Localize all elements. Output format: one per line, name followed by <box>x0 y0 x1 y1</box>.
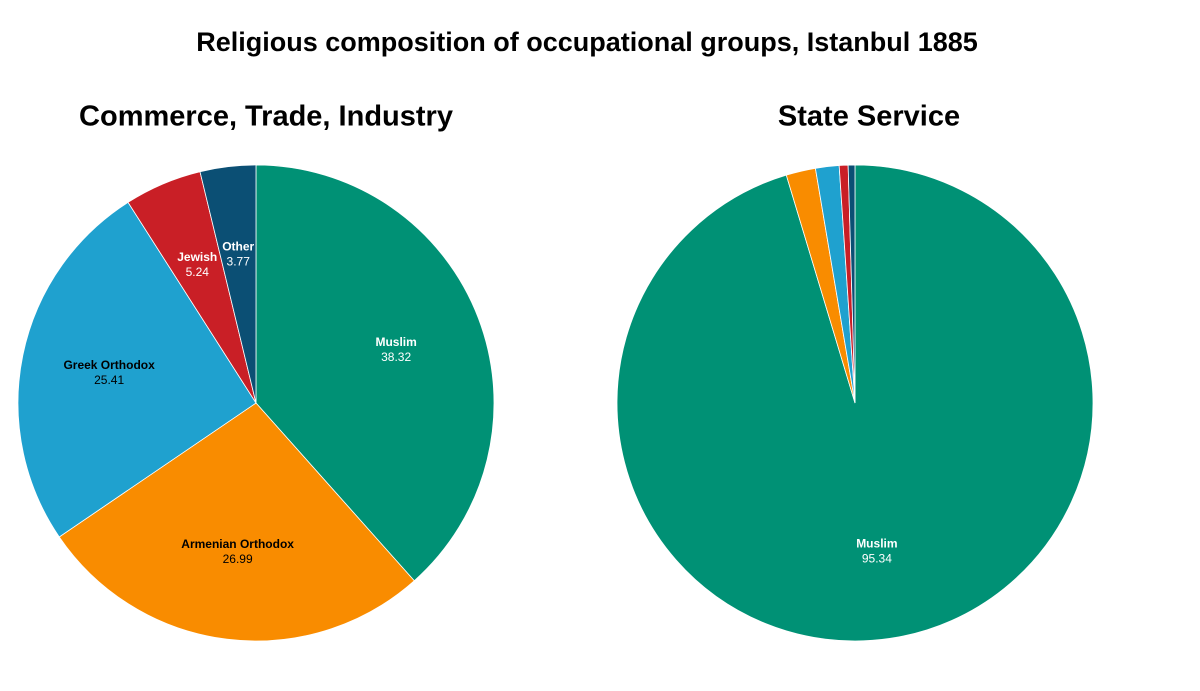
slice-value: 26.99 <box>223 552 253 566</box>
pie-slice <box>58 402 415 642</box>
slice-label: Muslim <box>856 537 897 551</box>
slice-value: 3.77 <box>227 254 251 268</box>
pie-slice <box>17 201 257 538</box>
slice-label: Armenian Orthodox <box>181 537 294 551</box>
chart-title: Religious composition of occupational gr… <box>196 27 978 57</box>
pie-title: Commerce, Trade, Industry <box>79 101 453 133</box>
pie-slice <box>255 164 495 582</box>
slice-value: 95.34 <box>862 552 892 566</box>
slice-value: 5.24 <box>186 265 210 279</box>
slice-label: Greek Orthodox <box>63 358 155 372</box>
slice-label: Muslim <box>375 335 416 349</box>
slice-value: 38.32 <box>381 350 411 364</box>
pie-slice <box>847 164 856 404</box>
pie-slice <box>199 164 257 404</box>
slice-label: Other <box>222 239 254 253</box>
slice-value: 25.41 <box>94 373 124 387</box>
slice-label: Jewish <box>177 250 217 264</box>
pie-title: State Service <box>778 101 960 133</box>
